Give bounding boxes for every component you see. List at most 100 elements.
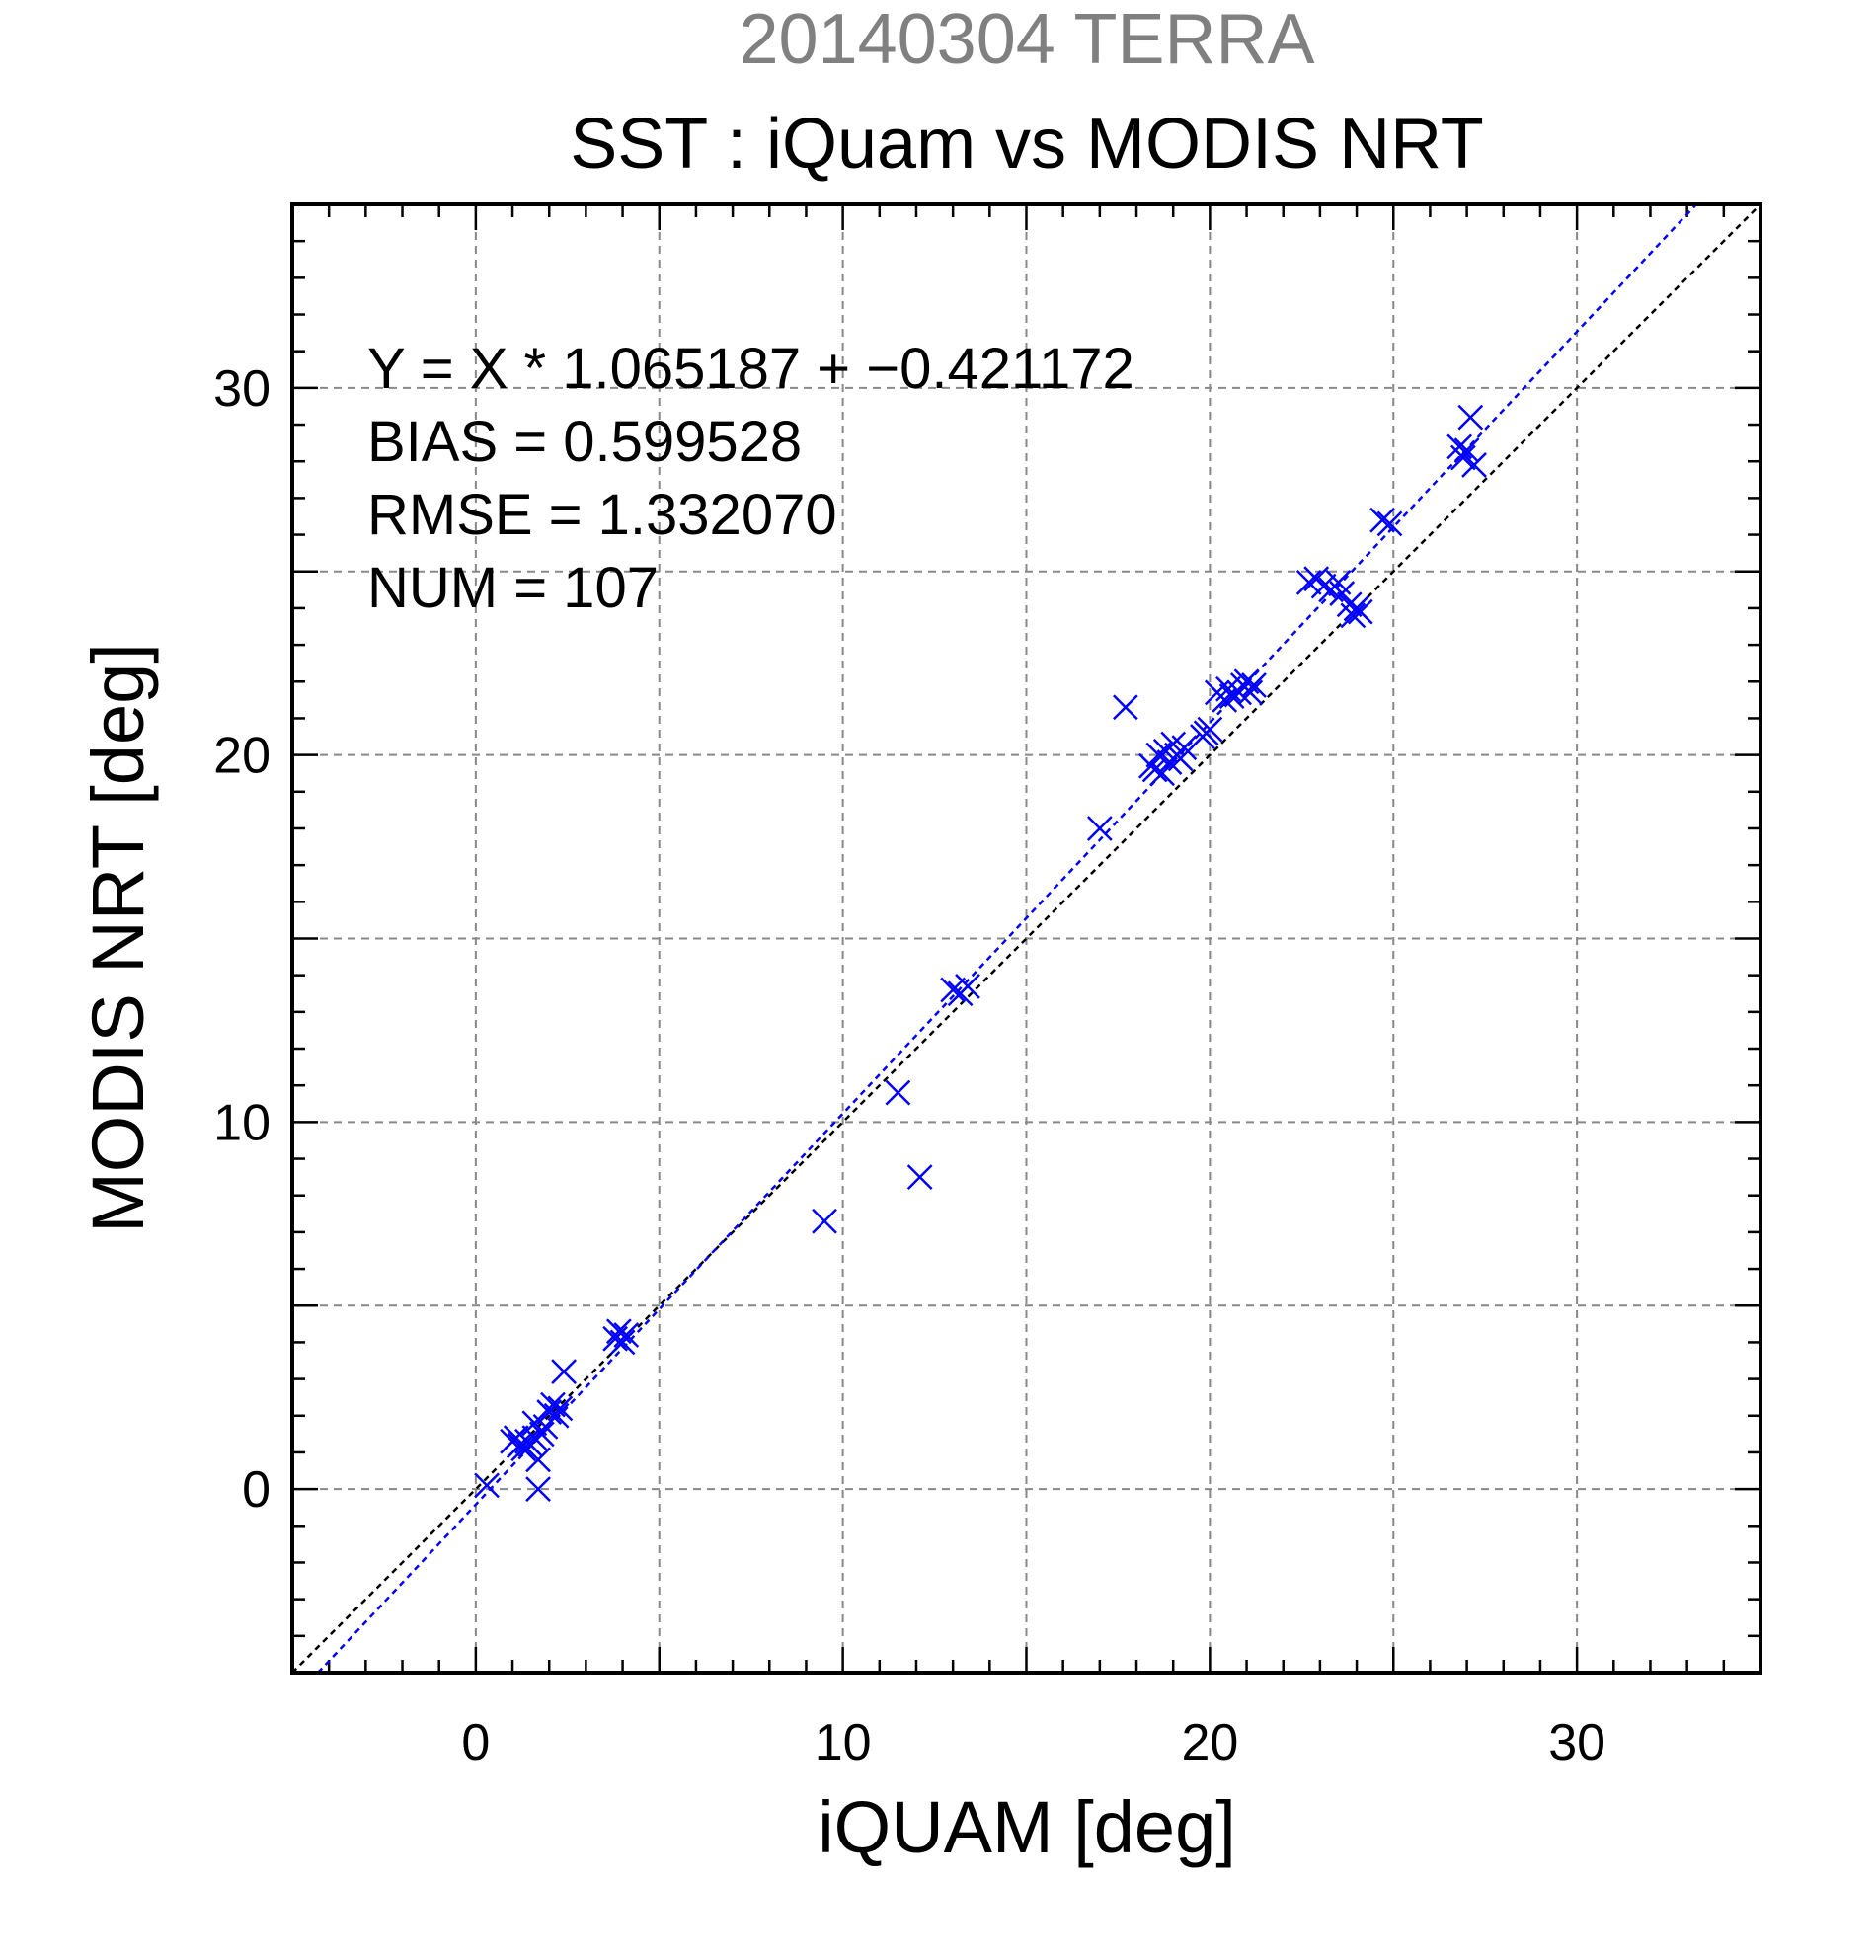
marker-stroke <box>955 973 980 999</box>
data-point <box>1149 760 1175 787</box>
data-point <box>940 977 967 1003</box>
marker-stroke <box>1449 444 1476 471</box>
marker-stroke <box>1369 507 1395 533</box>
x-tick-label: 30 <box>1548 1714 1605 1771</box>
marker-stroke <box>547 1395 574 1422</box>
marker-stroke <box>1141 756 1168 783</box>
marker-stroke <box>885 1079 911 1106</box>
marker-stroke <box>474 1472 500 1499</box>
x-axis-label: iQUAM [deg] <box>818 1786 1236 1868</box>
data-point <box>1197 716 1223 743</box>
data-point <box>474 1472 500 1499</box>
marker-stroke <box>613 1322 640 1348</box>
data-point <box>525 1476 551 1503</box>
marker-stroke <box>1295 570 1322 595</box>
identity-line <box>291 203 1761 1674</box>
stat-bias: BIAS = 0.599528 <box>367 410 802 474</box>
marker-stroke <box>543 1402 570 1429</box>
y-tick-label: 10 <box>213 1094 271 1151</box>
y-axis-label: MODIS NRT [deg] <box>77 643 159 1233</box>
data-point <box>906 1164 933 1191</box>
marker-stroke <box>1171 735 1198 761</box>
marker-stroke <box>1340 602 1367 629</box>
marker-stroke <box>1149 760 1175 787</box>
marker-stroke <box>1453 437 1480 463</box>
data-point <box>543 1402 570 1429</box>
data-point <box>955 973 980 999</box>
data-point <box>528 1421 555 1448</box>
marker-stroke <box>1329 581 1356 606</box>
marker-stroke <box>1325 570 1352 595</box>
y-tick-label: 30 <box>213 360 271 418</box>
y-tick-label: 20 <box>213 728 271 785</box>
marker-stroke <box>1215 675 1241 702</box>
y-tick-label: 0 <box>242 1461 271 1519</box>
marker-stroke <box>525 1476 551 1503</box>
data-point <box>1457 404 1484 431</box>
marker-stroke <box>528 1421 555 1448</box>
marker-stroke <box>525 1447 551 1473</box>
marker-stroke <box>1197 716 1223 743</box>
data-point <box>1226 679 1252 706</box>
marker-stroke <box>503 1425 529 1450</box>
marker-stroke <box>609 1329 636 1356</box>
plot-frame <box>290 202 1762 1675</box>
marker-stroke <box>812 1208 837 1234</box>
data-point <box>1241 672 1267 698</box>
marker-stroke <box>1347 598 1373 625</box>
marker-stroke <box>540 1391 566 1418</box>
marker-stroke <box>1310 573 1337 599</box>
marker-stroke <box>1086 816 1113 841</box>
data-point <box>1340 602 1367 629</box>
chart-suptitle: 20140304 TERRA <box>739 0 1314 79</box>
data-point <box>1295 570 1322 595</box>
data-point <box>885 1079 911 1106</box>
data-point <box>1449 444 1476 471</box>
marker-stroke <box>1461 452 1487 478</box>
data-point <box>551 1359 577 1385</box>
marker-stroke <box>906 1164 933 1191</box>
data-point <box>1376 510 1403 537</box>
data-point <box>1237 679 1264 706</box>
data-point <box>613 1322 640 1348</box>
data-point <box>1086 816 1113 841</box>
data-point <box>1310 573 1337 599</box>
data-point <box>547 1395 574 1422</box>
data-points <box>474 404 1487 1503</box>
marker-stroke <box>1237 679 1264 706</box>
x-tick-labels: 0 10 20 30 <box>461 1714 1605 1771</box>
marker-stroke <box>1336 591 1363 618</box>
data-point <box>1347 598 1373 625</box>
data-point <box>609 1329 636 1356</box>
stat-num: NUM = 107 <box>367 556 659 620</box>
data-point <box>1453 437 1480 463</box>
x-tick-label: 0 <box>461 1714 490 1771</box>
marker-stroke <box>1376 510 1403 537</box>
marker-stroke <box>940 977 967 1003</box>
stat-fit-equation: Y = X * 1.065187 + −0.421172 <box>367 337 1134 401</box>
marker-stroke <box>605 1318 632 1345</box>
marker-stroke <box>1446 433 1473 460</box>
data-point <box>1171 735 1198 761</box>
stat-rmse: RMSE = 1.332070 <box>367 483 837 547</box>
marker-stroke <box>551 1359 577 1385</box>
data-point <box>525 1447 551 1473</box>
data-point <box>812 1208 837 1234</box>
x-tick-label: 20 <box>1181 1714 1238 1771</box>
data-point <box>1461 452 1487 478</box>
marker-stroke <box>1241 672 1267 698</box>
stats-block: Y = X * 1.065187 + −0.421172 BIAS = 0.59… <box>367 337 1134 620</box>
data-point <box>1369 507 1395 533</box>
marker-stroke <box>1233 668 1260 695</box>
data-point <box>1112 694 1138 721</box>
marker-stroke <box>1226 679 1252 706</box>
data-point <box>1141 756 1168 783</box>
y-tick-labels: 0 10 20 30 <box>213 360 271 1519</box>
marker-stroke <box>1160 731 1187 757</box>
x-tick-label: 10 <box>815 1714 872 1771</box>
marker-stroke <box>1112 694 1138 721</box>
chart-title: SST : iQuam vs MODIS NRT <box>570 105 1484 184</box>
marker-stroke <box>1457 404 1484 431</box>
